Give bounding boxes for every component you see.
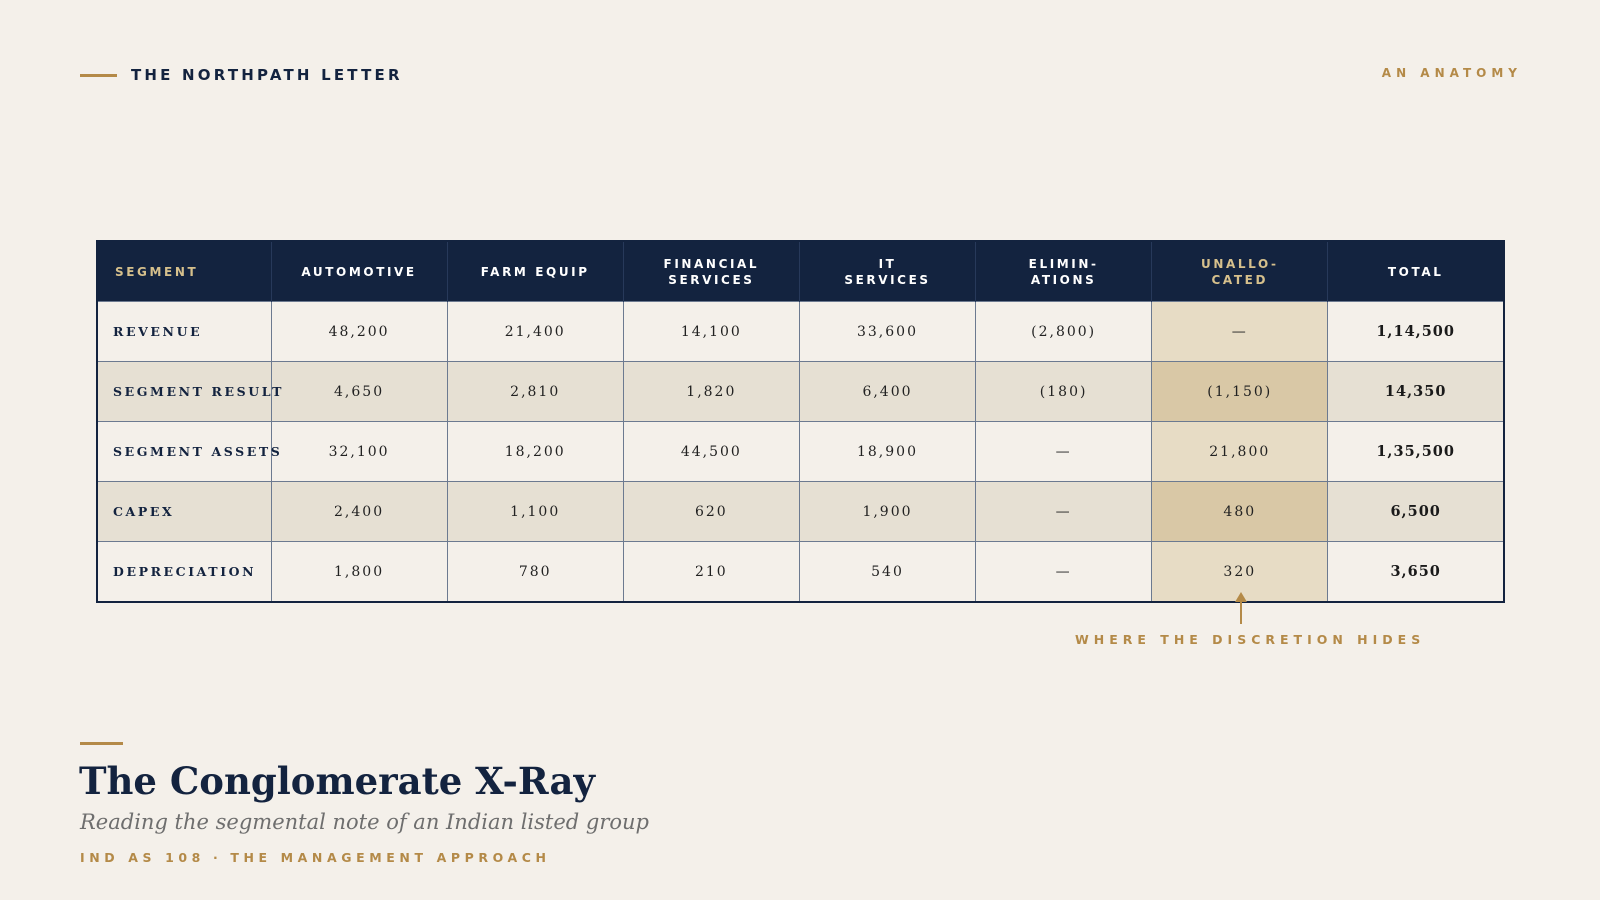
header-label-line: AUTOMOTIVE [301, 264, 417, 279]
table-row: REVENUE 48,200 21,400 14,100 33,600 (2,800) —1… [96, 301, 1505, 362]
cell-farm-equip: 21,400 [446, 301, 624, 362]
cell-automotive: 1,800 [270, 541, 448, 603]
cell-total: 14,350 [1327, 361, 1505, 422]
arrow-up-icon [1235, 592, 1247, 624]
header-label-line: TOTAL [1387, 264, 1444, 279]
section-kicker: AN ANATOMY [1381, 66, 1522, 80]
header-label-line: ATIONS [1030, 272, 1097, 287]
header-farm-equip: FARM EQUIP [446, 241, 624, 302]
table-row: DEPRECIATION 1,800 780 210 540—320 3,650 [96, 541, 1505, 603]
table-body: REVENUE 48,200 21,400 14,100 33,600 (2,800) —1… [96, 301, 1505, 603]
cell-automotive: 4,650 [270, 361, 448, 422]
masthead-rule [80, 73, 117, 77]
cell-it-services: 6,400 [798, 361, 977, 422]
cell-automotive: 48,200 [270, 301, 448, 362]
header-unallocated: UNALLO- CATED [1151, 241, 1328, 302]
header-label-line: IT [878, 256, 897, 271]
row-label: CAPEX [96, 481, 272, 542]
cell-financial-services: 210 [622, 541, 800, 603]
footer-kicker-standard: IND AS 108 [80, 850, 205, 865]
cell-farm-equip: 18,200 [446, 421, 624, 482]
cell-unallocated: — [1151, 301, 1329, 362]
footer-kicker-separator: · [212, 850, 223, 865]
header-label-line: SEGMENT [115, 264, 199, 279]
header-label-line: SERVICES [844, 272, 931, 287]
page-subtitle: Reading the segmental note of an Indian … [80, 810, 649, 834]
page-title: The Conglomerate X-Ray [79, 759, 595, 803]
cell-financial-services: 1,820 [622, 361, 800, 422]
header-segment: SEGMENT [97, 241, 271, 302]
cell-total: 1,14,500 [1327, 301, 1505, 362]
footer-kicker: IND AS 108 · THE MANAGEMENT APPROACH [80, 850, 551, 865]
cell-farm-equip: 780 [446, 541, 624, 603]
masthead: THE NORTHPATH LETTER [80, 66, 403, 84]
cell-unallocated: (1,150) [1151, 361, 1329, 422]
cell-it-services: 33,600 [798, 301, 977, 362]
cell-unallocated: 320 [1151, 541, 1329, 603]
cell-unallocated: 480 [1151, 481, 1329, 542]
cell-farm-equip: 1,100 [446, 481, 624, 542]
row-label: SEGMENT ASSETS [96, 421, 280, 482]
header-financial-services: FINANCIAL SERVICES [622, 241, 800, 302]
cell-financial-services: 620 [622, 481, 800, 542]
header-it-services: IT SERVICES [798, 241, 976, 302]
cell-eliminations: — [975, 421, 1153, 482]
cell-total: 6,500 [1327, 481, 1505, 542]
header-label-line: FINANCIAL [663, 256, 760, 271]
cell-eliminations: — [975, 541, 1153, 603]
cell-total: 1,35,500 [1327, 421, 1505, 482]
row-label: DEPRECIATION [96, 541, 272, 603]
cell-it-services: 1,900 [798, 481, 977, 542]
cell-automotive: 32,100 [270, 421, 448, 482]
header-label-line: UNALLO- [1201, 256, 1279, 271]
header-eliminations: ELIMIN- ATIONS [975, 241, 1152, 302]
header-automotive: AUTOMOTIVE [270, 241, 448, 302]
footer-kicker-approach: THE MANAGEMENT APPROACH [230, 850, 551, 865]
header-label-line: ELIMIN- [1028, 256, 1099, 271]
header-label-line: SERVICES [668, 272, 755, 287]
annotation-note: WHERE THE DISCRETION HIDES [1075, 632, 1426, 647]
cell-unallocated: 21,800 [1151, 421, 1329, 482]
cell-automotive: 2,400 [270, 481, 448, 542]
table-row: SEGMENT RESULT 4,650 2,810 1,820 6,400 (180)(… [96, 361, 1505, 422]
masthead-title: THE NORTHPATH LETTER [131, 66, 403, 84]
row-label: REVENUE [96, 301, 272, 362]
cell-financial-services: 44,500 [622, 421, 800, 482]
row-label: SEGMENT RESULT [96, 361, 281, 422]
cell-financial-services: 14,100 [622, 301, 800, 362]
cell-it-services: 18,900 [798, 421, 977, 482]
cell-total: 3,650 [1327, 541, 1505, 603]
cell-farm-equip: 2,810 [446, 361, 624, 422]
segment-table: SEGMENT AUTOMOTIVE FARM EQUIP FINANCIAL S… [96, 240, 1505, 603]
table-header-row: SEGMENT AUTOMOTIVE FARM EQUIP FINANCIAL S… [97, 241, 1504, 302]
cell-eliminations: (2,800) [975, 301, 1153, 362]
cell-eliminations: (180) [975, 361, 1153, 422]
table-row: CAPEX 2,400 1,100 620 1,900—480 6,500 [96, 481, 1505, 542]
header-label-line: CATED [1211, 272, 1269, 287]
header-label-line: FARM EQUIP [480, 264, 590, 279]
cell-it-services: 540 [798, 541, 977, 603]
table-row: SEGMENT ASSETS 32,100 18,200 44,500 18,900—2… [96, 421, 1505, 482]
header-total: TOTAL [1327, 241, 1504, 302]
footer-rule [80, 742, 123, 745]
cell-eliminations: — [975, 481, 1153, 542]
